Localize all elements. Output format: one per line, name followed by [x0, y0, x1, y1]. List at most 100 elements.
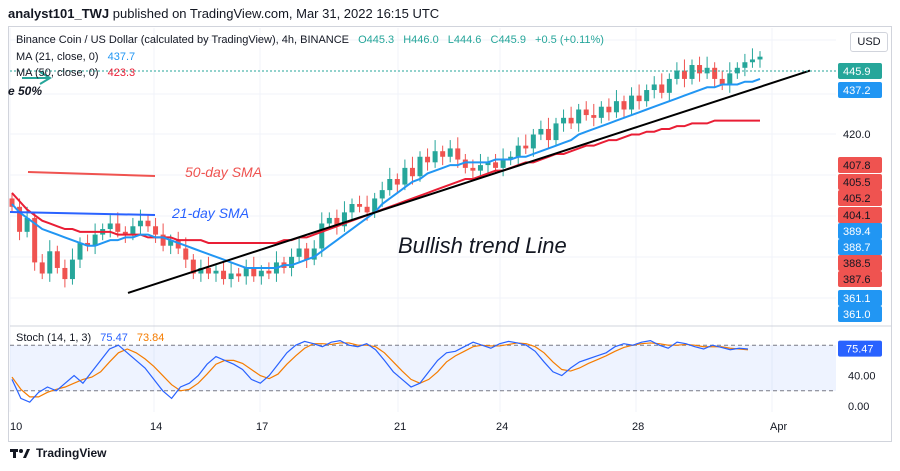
candle-body [364, 206, 370, 213]
time-tick: 28 [632, 421, 644, 433]
price-label: 404.1 [843, 210, 871, 222]
author-name[interactable]: analyst101_TWJ [8, 6, 110, 21]
candle-body [160, 234, 166, 246]
time-tick: 10 [10, 421, 22, 433]
stoch-value-label: 75.47 [846, 344, 874, 356]
price-label-bg [838, 306, 882, 322]
ma50-line [11, 119, 760, 244]
sma50-annotation: 50-day SMA [185, 164, 262, 180]
ma50-legend[interactable]: MA (50, close, 0) 423.3 [16, 67, 135, 79]
candle-body [712, 67, 718, 79]
time-tick: 14 [150, 421, 162, 433]
candle-body [742, 62, 748, 68]
ma50-value: 423.3 [107, 67, 136, 79]
candle-body [296, 248, 302, 257]
price-label-bg [838, 157, 882, 173]
candle-body [651, 84, 657, 91]
ma21-label: MA (21, close, 0) [16, 51, 99, 63]
time-axis: 10 14 17 21 24 28 Apr [10, 421, 787, 433]
stoch-legend[interactable]: Stoch (14, 1, 3) 75.47 73.84 [16, 332, 164, 344]
candle-body [417, 156, 423, 177]
ohlc-close: C445.9 [490, 34, 526, 46]
candle-body [357, 204, 363, 207]
ohlc-low: L444.6 [447, 34, 482, 46]
price-label-bg [838, 255, 882, 271]
candle-body [749, 59, 755, 63]
price-axis: 445.9 437.2 420.0 407.8 405.5 405.2 404.1 389.4… [838, 63, 882, 322]
candle-body [440, 151, 446, 157]
candle-body [85, 242, 91, 246]
candle-body [122, 231, 128, 235]
price-label: 445.9 [843, 66, 871, 78]
candle-body [523, 145, 529, 149]
ma50-label: MA (50, close, 0) [16, 67, 99, 79]
candle-body [266, 270, 272, 274]
time-tick: 17 [256, 421, 268, 433]
price-label-bg [838, 63, 882, 79]
candle-body [636, 95, 642, 102]
candle-body [205, 267, 211, 274]
price-label-bg [838, 223, 882, 239]
candle-body [613, 101, 619, 113]
candle-body [153, 226, 159, 235]
fib-arrow-icon [22, 71, 52, 85]
candle-body [168, 240, 174, 246]
candle-body [92, 234, 98, 246]
candle-body [115, 223, 121, 232]
price-label-bg [838, 290, 882, 306]
candle-body [644, 90, 650, 102]
time-tick: Apr [770, 421, 787, 433]
candle-body [629, 95, 635, 110]
price-label: 388.7 [843, 242, 871, 254]
candle-body [493, 162, 499, 168]
candle-body [727, 73, 733, 85]
candle-body [9, 198, 15, 207]
candle-body [236, 273, 242, 277]
candle-body [62, 267, 68, 280]
candle-body [659, 84, 665, 93]
candle-body [583, 109, 589, 116]
candle-body [674, 70, 680, 79]
price-label-bg [838, 239, 882, 255]
candle-body [190, 259, 196, 274]
candle-body [485, 162, 491, 166]
currency-button[interactable]: USD [850, 32, 888, 52]
candle-body [69, 259, 75, 280]
ma21-legend[interactable]: MA (21, close, 0) 437.7 [16, 51, 135, 63]
candle-body [47, 251, 53, 274]
trend-annotation: Bullish trend Line [398, 233, 567, 258]
candle-body [387, 179, 393, 191]
candle-body [719, 78, 725, 85]
candle-body [304, 248, 310, 260]
candle-body [107, 223, 113, 230]
candle-body [477, 165, 483, 171]
candle-body [681, 70, 687, 79]
price-label-bg [838, 207, 882, 223]
tradingview-logo-icon [10, 447, 30, 459]
candle-body [243, 267, 249, 277]
ohlc-high: H446.0 [403, 34, 439, 46]
stoch-d-value: 73.84 [136, 332, 165, 344]
price-label: 405.2 [843, 193, 871, 205]
candle-body [198, 267, 204, 274]
candle-body [319, 223, 325, 249]
candle-body [455, 148, 461, 160]
stoch-label: Stoch (14, 1, 3) [16, 332, 92, 344]
candle-body [183, 248, 189, 260]
footer-brand[interactable]: TradingView [36, 446, 107, 460]
candle-body [130, 226, 136, 235]
candle-body [326, 217, 332, 224]
time-tick: 24 [496, 421, 508, 433]
price-label: 387.6 [843, 274, 871, 286]
price-label: 389.4 [843, 226, 871, 238]
fib-label: e 50% [8, 84, 43, 98]
candle-body [606, 106, 612, 113]
candle-body [379, 190, 385, 199]
candle-body [145, 220, 151, 227]
candle-body [175, 240, 181, 249]
candle-body [598, 106, 604, 118]
candle-body [568, 117, 574, 124]
sma21-annotation-line [9, 211, 156, 216]
